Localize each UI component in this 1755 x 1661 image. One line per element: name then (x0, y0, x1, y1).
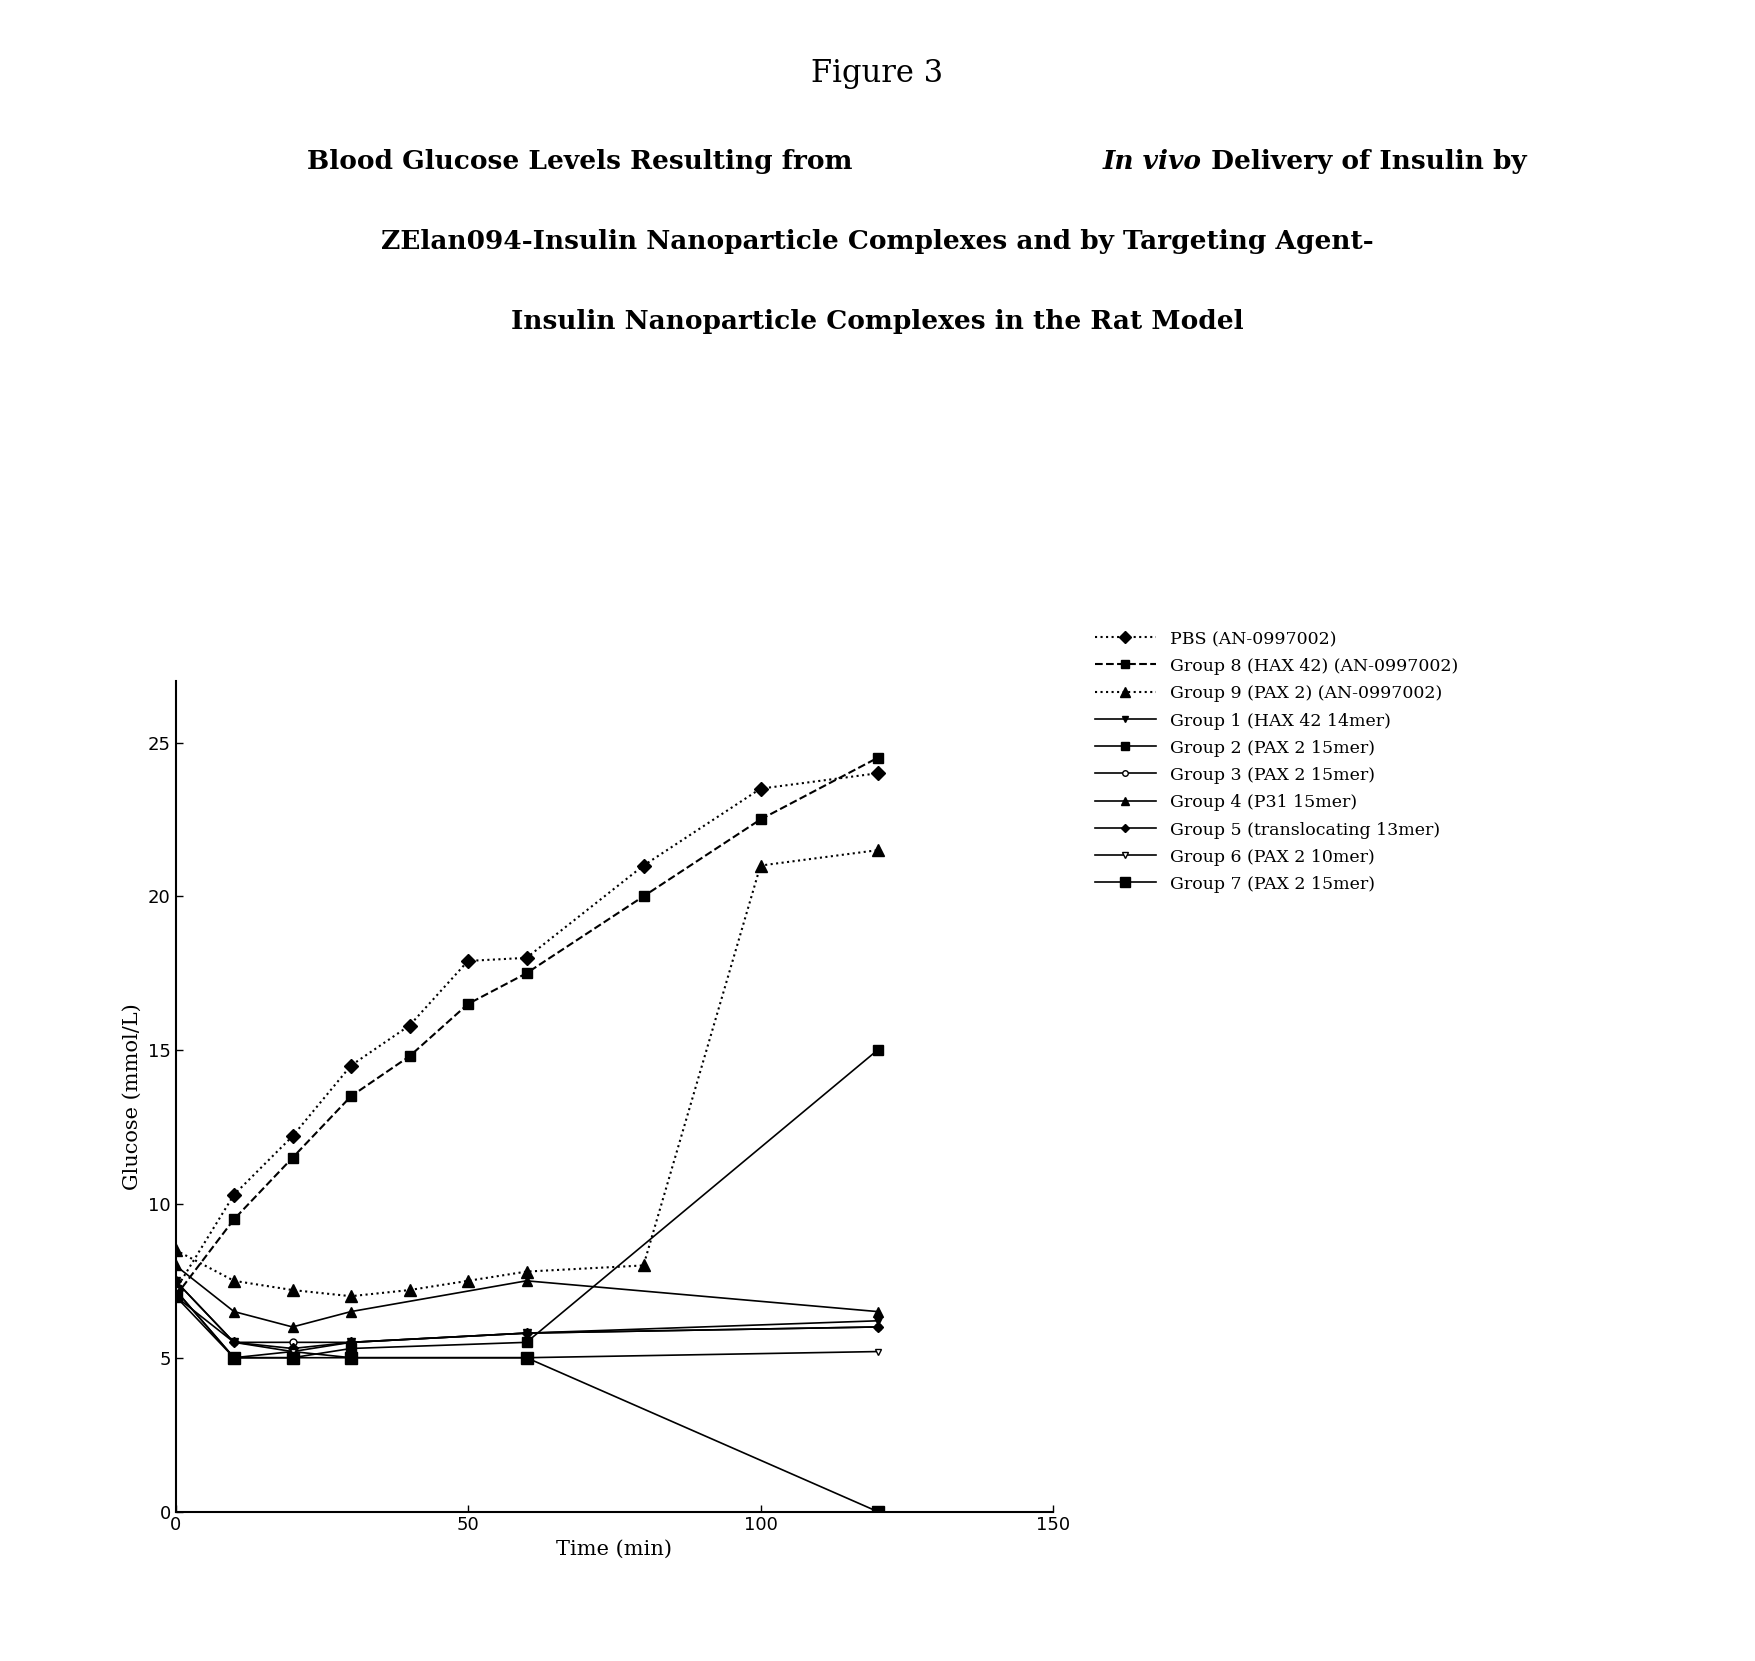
Text: Figure 3: Figure 3 (811, 58, 944, 90)
Text: Insulin Nanoparticle Complexes in the Rat Model: Insulin Nanoparticle Complexes in the Ra… (511, 309, 1244, 334)
Text: In vivo: In vivo (1102, 149, 1200, 174)
X-axis label: Time (min): Time (min) (556, 1540, 672, 1560)
Legend: PBS (AN-0997002), Group 8 (HAX 42) (AN-0997002), Group 9 (PAX 2) (AN-0997002), G: PBS (AN-0997002), Group 8 (HAX 42) (AN-0… (1088, 623, 1465, 900)
Text: ZElan094-Insulin Nanoparticle Complexes and by Targeting Agent-: ZElan094-Insulin Nanoparticle Complexes … (381, 229, 1374, 254)
Text: Delivery of Insulin by: Delivery of Insulin by (1202, 149, 1527, 174)
Text: Blood Glucose Levels Resulting from: Blood Glucose Levels Resulting from (307, 149, 862, 174)
Y-axis label: Glucose (mmol/L): Glucose (mmol/L) (123, 1003, 142, 1189)
